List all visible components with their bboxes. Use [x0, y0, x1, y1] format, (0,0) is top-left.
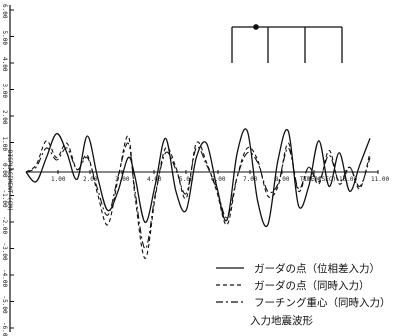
- y-tick-label: 3.00: [1, 84, 8, 99]
- legend: ガーダの点（位相差入力） ガーダの点（同時入力） フーチング重心（同時入力） 入…: [216, 262, 391, 327]
- legend-label-3: フーチング重心（同時入力）: [254, 296, 391, 309]
- legend-label-2: ガーダの点（同時入力）: [254, 279, 370, 292]
- inset-girder-point: [254, 25, 258, 29]
- x-tick-label: 8.00: [275, 176, 290, 183]
- x-tick-label: 2.00: [83, 176, 98, 183]
- legend-caption: 入力地震波形: [250, 314, 313, 327]
- x-tick-label: 11.00: [371, 176, 389, 183]
- y-tick-label: -5.00: [1, 296, 8, 314]
- legend-label-1: ガーダの点（位相差入力）: [254, 262, 380, 275]
- y-tick-label: -4.00: [1, 269, 8, 287]
- x-tick-label: 1.00: [51, 176, 66, 183]
- x-axis-label: TIME (SEC): [300, 176, 336, 183]
- y-axis-label: DISPLACEMENT (CM): [6, 150, 13, 211]
- y-tick-label: 5.00: [1, 31, 8, 46]
- y-tick-label: 4.00: [1, 57, 8, 72]
- structure-inset: [232, 25, 342, 63]
- y-tick-label: -3.00: [1, 243, 8, 261]
- y-tick-label: 6.00: [1, 4, 8, 19]
- y-tick-label: -2.00: [1, 216, 8, 234]
- x-tick-label: 4.00: [147, 176, 162, 183]
- series-group: [26, 129, 370, 258]
- x-tick-label: 7.00: [243, 176, 258, 183]
- series-line-3: [26, 143, 370, 249]
- y-tick-label: 2.00: [1, 110, 8, 125]
- y-tick-label: -6.00: [1, 322, 8, 336]
